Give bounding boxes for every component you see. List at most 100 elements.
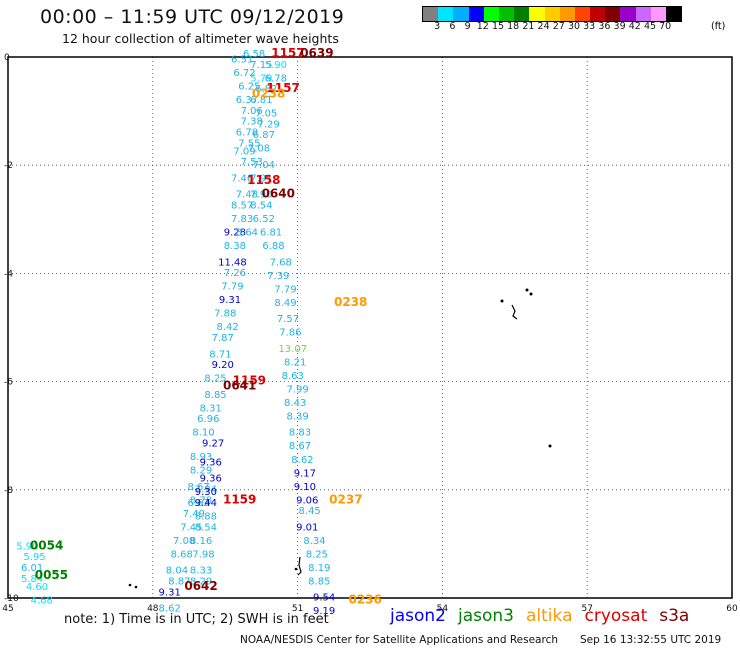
swh-value-label: 7.39 (267, 271, 289, 282)
swh-value-label: 8.19 (308, 563, 330, 574)
scale-swatch (574, 7, 591, 21)
scale-label: 18 (507, 21, 520, 32)
x-tick-label: 54 (437, 604, 449, 614)
track-time-label: 1158 (247, 173, 280, 187)
swh-value-label: 7.08 (173, 536, 195, 547)
y-tick-label: -10 (4, 594, 19, 604)
swh-value-label: 8.71 (209, 349, 231, 360)
scale-swatch (468, 7, 484, 21)
swh-value-label: 7.94 (195, 485, 217, 496)
track-time-label: 1157 (266, 81, 299, 95)
swh-value-label: 7.57 (277, 314, 299, 325)
scale-label: 36 (598, 21, 611, 32)
swh-value-label: 8.34 (303, 536, 325, 547)
y-tick-label: -8 (4, 486, 13, 496)
swh-value-label: 8.83 (289, 428, 311, 439)
swh-value-label: 7.79 (274, 284, 296, 295)
swh-value-label: 6.52 (253, 214, 275, 225)
swh-value-label: 7.04 (253, 160, 275, 171)
swh-value-label: 8.57 (231, 200, 253, 211)
land-features (128, 288, 552, 589)
swh-value-label: 8.31 (200, 403, 222, 414)
swh-value-label: 8.88 (195, 512, 217, 523)
track-time-label: 0238 (334, 295, 367, 309)
scale-label: 33 (583, 21, 596, 32)
scale-swatch (438, 7, 454, 21)
swh-value-label: 8.63 (282, 371, 304, 382)
island-marker (128, 583, 132, 587)
track-time-label: 0640 (262, 187, 295, 201)
scale-swatch (423, 7, 439, 21)
generated-timestamp: Sep 16 13:32:55 UTC 2019 (580, 634, 722, 646)
swh-value-label: 6.81 (260, 228, 282, 239)
swh-value-label: 7.83 (231, 214, 253, 225)
wave-height-color-scale (422, 6, 683, 22)
scale-label: 45 (643, 21, 657, 32)
swh-value-label: 8.16 (190, 536, 212, 547)
map-border (7, 56, 733, 599)
swh-value-label: 7.98 (192, 549, 214, 560)
track-time-label: 0238 (252, 87, 285, 101)
swh-value-label: 7.88 (214, 309, 236, 320)
scale-swatch (529, 7, 545, 21)
swh-value-label: 7.29 (258, 119, 280, 130)
swh-value-label: 9.31 (219, 295, 241, 306)
swh-value-label: 8.93 (190, 452, 212, 463)
swh-value-label: 8.87 (168, 576, 190, 587)
swh-value-label: 8.43 (284, 398, 306, 409)
swh-value-label: 8.62 (291, 455, 313, 466)
swh-value-label: 9.01 (296, 522, 318, 533)
swh-value-label: 8.25 (204, 374, 226, 385)
island-marker (134, 585, 138, 589)
swh-value-label: 9.19 (313, 606, 335, 617)
swh-value-label: 9.06 (296, 495, 318, 506)
swh-value-label: 6.78 (265, 73, 287, 84)
swh-value-label: 9.44 (195, 498, 217, 509)
swh-value-label: 7.49 (183, 509, 205, 520)
swh-value-label: 7.09 (233, 146, 255, 157)
x-tick-label: 48 (147, 604, 159, 614)
satellite-legend: jason2 jason3 altika cryosat s3a (390, 606, 701, 626)
island-marker (548, 444, 552, 448)
swh-value-label: 5.90 (16, 541, 38, 552)
swh-value-label: 7.06 (241, 106, 263, 117)
swh-value-label: 8.38 (224, 241, 246, 252)
swh-value-label: 8.67 (188, 482, 210, 493)
legend-altika: altika (526, 606, 573, 626)
y-tick-label: 0 (4, 53, 10, 63)
swh-value-label: 8.62 (159, 604, 181, 615)
swh-value-label: 9.54 (313, 593, 335, 604)
swh-value-label: 8.25 (306, 549, 328, 560)
swh-value-label: 9.10 (294, 482, 316, 493)
swh-value-label: 7.46 (231, 173, 253, 184)
swh-value-label: 6.58 (243, 49, 265, 60)
swh-value-label: 7.99 (286, 384, 308, 395)
track-time-label: 0639 (300, 46, 333, 60)
track-time-labels: 1157063911570238115806400238115906411159… (30, 46, 382, 606)
scale-label: 27 (552, 21, 565, 32)
map-axis-ticks: 45 48 51 54 57 60 0 -2 -4 -6 -8 -10 (2, 53, 738, 614)
swh-value-label: 6.81 (250, 95, 272, 106)
y-tick-label: -4 (4, 269, 13, 279)
swh-value-label: 8.85 (308, 576, 330, 587)
swh-value-label: 5.79 (250, 73, 272, 84)
swh-value-label: 13.07 (278, 344, 307, 355)
swh-value-label: 8.45 (299, 506, 321, 517)
scale-label: 30 (567, 21, 581, 32)
swh-value-label: 7.38 (241, 117, 263, 128)
swh-value-label: 11.48 (218, 257, 247, 268)
scale-swatch (590, 7, 606, 21)
swh-value-label: 8.54 (250, 200, 272, 211)
swh-value-label: 9.17 (294, 468, 316, 479)
swh-value-label: 8.78 (190, 495, 212, 506)
x-tick-label: 60 (726, 604, 738, 614)
track-time-label: 1159 (233, 373, 266, 387)
swh-value-label: 9.36 (200, 457, 222, 468)
y-tick-label: -2 (4, 161, 13, 171)
swh-value-label: 7.68 (270, 257, 292, 268)
swh-value-label: 9.27 (202, 439, 224, 450)
swh-value-label: 7.08 (248, 144, 270, 155)
swh-value-label: 6.72 (233, 68, 255, 79)
swh-value-label: 4.68 (31, 595, 53, 606)
